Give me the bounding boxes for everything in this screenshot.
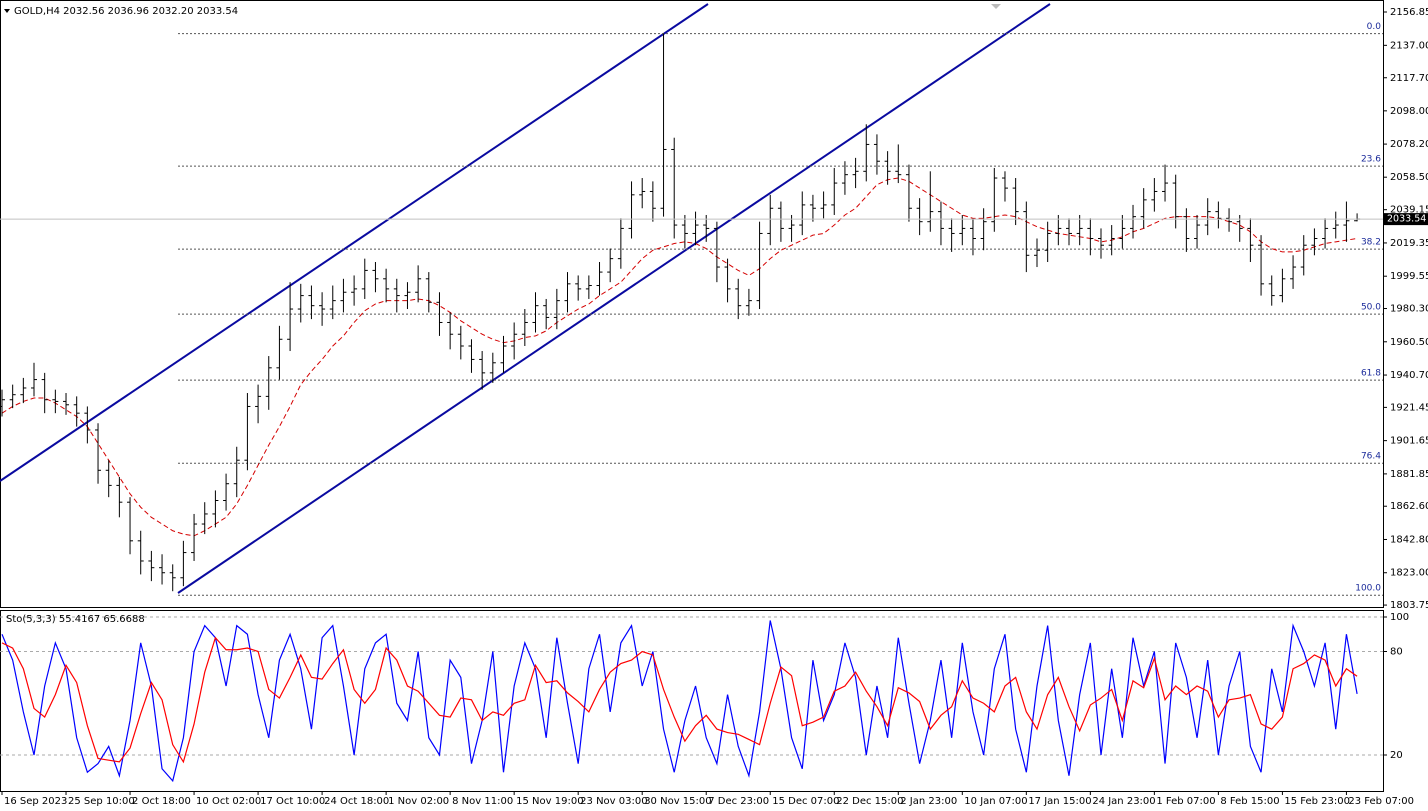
price-label: 2033.54 xyxy=(1387,214,1426,225)
y-tick-label: 1823.00 xyxy=(1390,568,1428,579)
x-tick-label: 1 Nov 02:00 xyxy=(388,796,449,807)
fib-label: 50.0 xyxy=(1361,303,1381,313)
moving-average xyxy=(1,177,1358,537)
y-tick-label: 2039.15 xyxy=(1390,205,1428,216)
ohlc-values: 2032.56 2036.96 2032.20 2033.54 xyxy=(63,6,238,17)
y-tick-label: 1862.60 xyxy=(1390,501,1428,512)
x-tick-label: 8 Feb 15:00 xyxy=(1220,796,1279,807)
y-tick-label: 1940.70 xyxy=(1390,370,1428,381)
x-tick-label: 15 Nov 19:00 xyxy=(516,796,583,807)
fib-label: 61.8 xyxy=(1361,369,1381,379)
y-tick-label: 2058.50 xyxy=(1390,172,1428,183)
fib-label: 0.0 xyxy=(1367,22,1382,32)
x-tick-label: 23 Nov 03:00 xyxy=(580,796,647,807)
header: GOLD,H4 2032.56 2036.96 2032.20 2033.54 … xyxy=(4,6,238,625)
indicator-frame xyxy=(0,610,1384,792)
y-tick-label: 100 xyxy=(1390,612,1409,623)
stochastic-line xyxy=(1,636,1358,764)
x-tick-label: 23 Feb 07:00 xyxy=(1348,796,1414,807)
y-tick-label: 2117.70 xyxy=(1390,73,1428,84)
x-tick-label: 15 Dec 07:00 xyxy=(772,796,839,807)
y-tick-label: 2156.85 xyxy=(1390,7,1428,18)
channel-line xyxy=(0,3,709,482)
x-tick-label: 8 Nov 11:00 xyxy=(452,796,513,807)
fib-label: 76.4 xyxy=(1361,452,1381,462)
indicator-name: Sto(5,3,3) xyxy=(6,614,56,625)
x-tick-label: 2 Jan 23:00 xyxy=(900,796,957,807)
indicator-plot xyxy=(0,616,1383,783)
x-tick-label: 1 Feb 07:00 xyxy=(1156,796,1215,807)
y-tick-label: 2078.20 xyxy=(1390,139,1428,150)
stochastic-line xyxy=(1,620,1358,783)
fib-label: 100.0 xyxy=(1355,584,1381,594)
main-plot: 0.0 23.6 38.2 50.0 61.8 76.4 100.0 xyxy=(0,3,1383,596)
fib-label: 23.6 xyxy=(1361,155,1381,165)
y-tick-label: 1960.50 xyxy=(1390,337,1428,348)
y-tick-label: 1999.55 xyxy=(1390,271,1428,282)
x-tick-label: 30 Nov 15:00 xyxy=(644,796,711,807)
header-arrow xyxy=(4,9,10,13)
y-tick-label: 1921.45 xyxy=(1390,402,1428,413)
y-tick-label: 1980.30 xyxy=(1390,304,1428,315)
x-tick-label: 10 Oct 02:00 xyxy=(196,796,261,807)
fib-label: 38.2 xyxy=(1361,238,1381,248)
price-axis: 2156.85 2137.00 2117.70 2098.00 2078.20 2058.… xyxy=(1383,7,1428,611)
y-tick-label: 1803.75 xyxy=(1390,600,1428,611)
k-value: 55.4167 xyxy=(59,614,100,625)
x-tick-label: 10 Jan 07:00 xyxy=(964,796,1027,807)
price-label-box xyxy=(1384,213,1428,226)
y-tick-label: 1842.80 xyxy=(1390,534,1428,545)
time-axis: 16 Sep 2023 25 Sep 10:002 Oct 18:00 10 Oct… xyxy=(1,792,1414,807)
channel-line xyxy=(177,3,1051,594)
y-tick-label: 2098.00 xyxy=(1390,106,1428,117)
d-value: 65.6688 xyxy=(103,614,144,625)
x-tick-label: 24 Jan 23:00 xyxy=(1092,796,1155,807)
x-tick-label: 15 Feb 23:00 xyxy=(1284,796,1350,807)
marker xyxy=(991,4,1001,9)
y-tick-label: 2019.35 xyxy=(1390,238,1428,249)
indicator-axis: 100 80 20 xyxy=(1383,612,1409,761)
x-tick-label: 17 Jan 15:00 xyxy=(1028,796,1091,807)
symbol-name: GOLD,H4 xyxy=(14,6,60,17)
indicator-title: Sto(5,3,3) 55.4167 65.6688 xyxy=(6,614,145,625)
x-tick-label: 17 Oct 10:00 xyxy=(260,796,325,807)
y-tick-label: 2137.00 xyxy=(1390,40,1428,51)
x-tick-label: 22 Dec 15:00 xyxy=(836,796,903,807)
main-frame xyxy=(0,0,1384,608)
y-tick-label: 1881.85 xyxy=(1390,469,1428,480)
x-tick-label: 2 Oct 18:00 xyxy=(132,796,191,807)
y-tick-label: 80 xyxy=(1390,647,1403,658)
symbol: GOLD,H4 2032.56 2036.96 2032.20 2033.54 xyxy=(14,6,238,17)
x-tick-label: 25 Sep 10:00 xyxy=(68,796,135,807)
y-tick-label: 20 xyxy=(1390,750,1403,761)
x-tick-label: 16 Sep 2023 xyxy=(4,796,67,807)
y-tick-label: 1901.65 xyxy=(1390,436,1428,447)
x-tick-label: 7 Dec 23:00 xyxy=(708,796,769,807)
x-tick-label: 24 Oct 18:00 xyxy=(324,796,389,807)
